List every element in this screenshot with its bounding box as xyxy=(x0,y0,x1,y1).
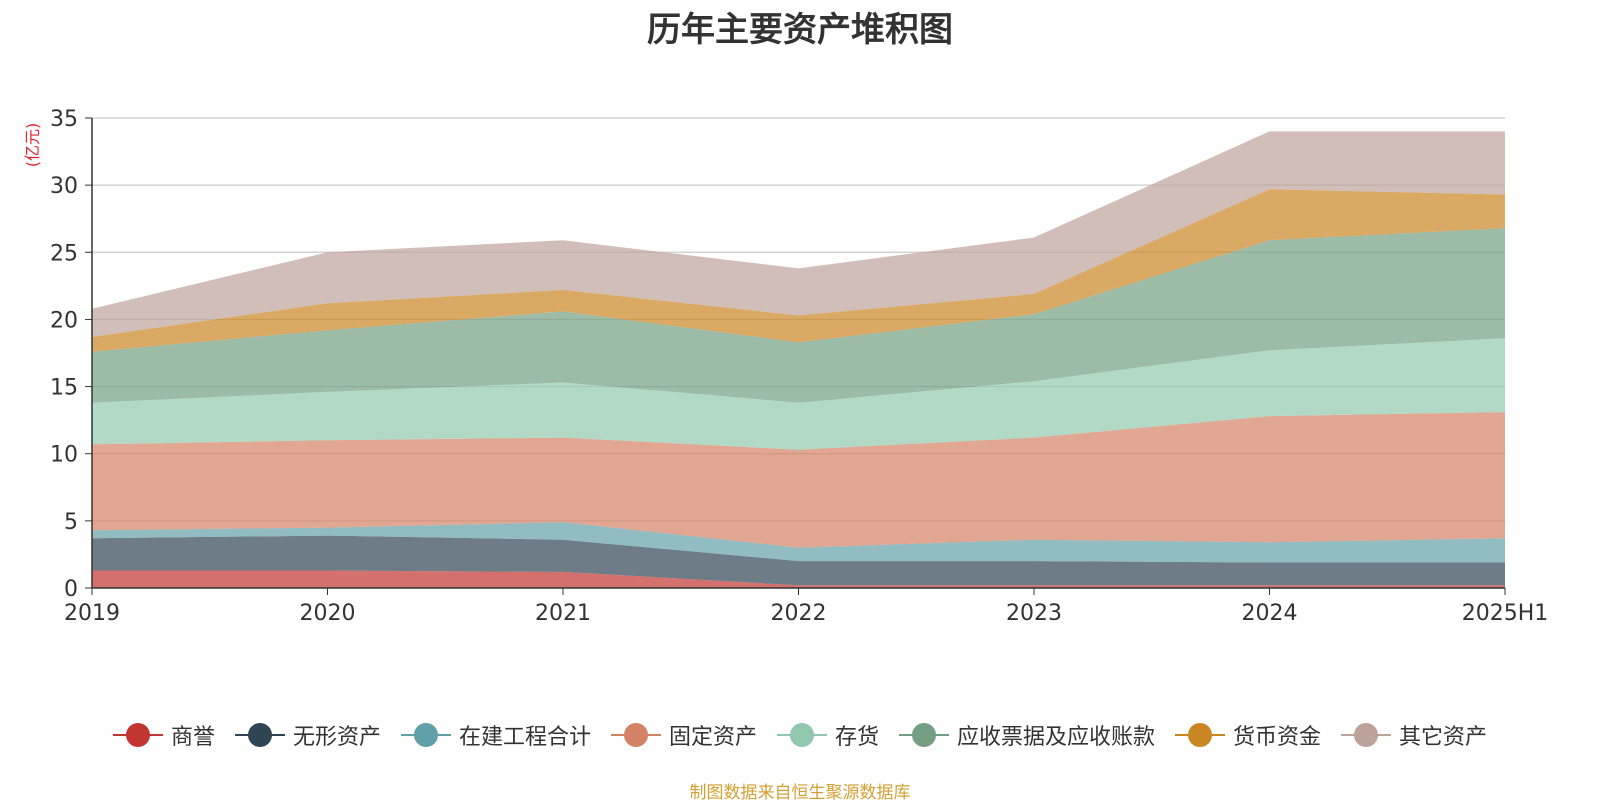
legend-label: 存货 xyxy=(835,725,880,750)
legend-label: 应收票据及应收账款 xyxy=(957,725,1156,750)
legend-label: 固定资产 xyxy=(668,725,757,750)
area-series-应收票据及应收账款 xyxy=(92,228,1505,403)
legend-marker-icon xyxy=(112,721,163,749)
area-series-其它资产 xyxy=(92,131,1505,337)
legend-label: 货币资金 xyxy=(1233,725,1322,750)
y-tick-label: 35 xyxy=(50,107,78,132)
area-series-无形资产 xyxy=(92,535,1505,586)
legend-label: 其它资产 xyxy=(1399,725,1488,750)
legend-marker-icon xyxy=(899,721,950,749)
legend-item[interactable]: 固定资产 xyxy=(610,719,757,751)
area-series xyxy=(92,131,1505,588)
legend-item[interactable]: 货币资金 xyxy=(1175,719,1321,751)
y-tick-label: 10 xyxy=(50,443,78,468)
x-tick-label: 2025H1 xyxy=(1462,601,1549,626)
legend-item[interactable]: 无形资产 xyxy=(234,719,381,751)
y-tick-label: 25 xyxy=(50,241,78,266)
area-series-固定资产 xyxy=(92,412,1505,548)
legend-item[interactable]: 在建工程合计 xyxy=(400,719,591,751)
axes: 0 5 10 15 20 25 30 35 2019 2020 2021 2022 2023 2024 20… xyxy=(50,107,1548,626)
legend-marker-icon xyxy=(610,721,661,749)
legend-label: 无形资产 xyxy=(292,725,381,750)
y-tick-label: 15 xyxy=(50,376,78,401)
legend-item[interactable]: 存货 xyxy=(777,719,879,751)
legend-marker-icon xyxy=(400,721,451,749)
area-series-货币资金 xyxy=(92,189,1505,352)
area-series-商誉 xyxy=(92,570,1505,588)
legend-item[interactable]: 商誉 xyxy=(112,719,215,751)
legend-label: 在建工程合计 xyxy=(458,725,591,750)
chart-title: 历年主要资产堆积图 xyxy=(647,10,953,50)
y-tick-label: 0 xyxy=(64,577,78,602)
x-tick-label: 2023 xyxy=(1006,601,1062,626)
legend-marker-icon xyxy=(1175,721,1226,749)
legend-label: 商誉 xyxy=(170,725,215,750)
x-tick-label: 2021 xyxy=(535,601,591,626)
x-tick-label: 2020 xyxy=(300,601,356,626)
y-tick-label: 30 xyxy=(50,174,78,199)
legend-item[interactable]: 应收票据及应收账款 xyxy=(899,719,1155,751)
source-note: 制图数据来自恒生聚源数据库 xyxy=(689,783,911,803)
legend-marker-icon xyxy=(234,721,285,749)
legend-item[interactable]: 其它资产 xyxy=(1341,719,1487,751)
x-tick-label: 2019 xyxy=(64,601,120,626)
area-series-存货 xyxy=(92,338,1505,450)
legend-marker-icon xyxy=(777,721,827,749)
x-tick-label: 2024 xyxy=(1242,601,1298,626)
y-tick-label: 20 xyxy=(50,308,78,333)
chart-legend: 商誉 无形资产 在建工程合计 固定资产 存货 应收票据及应收账款 货币资金 其它资产 xyxy=(0,718,1600,752)
x-tick-label: 2022 xyxy=(771,601,827,626)
y-axis-unit-label: (亿元) xyxy=(23,123,42,168)
legend-marker-icon xyxy=(1341,721,1392,749)
y-tick-label: 5 xyxy=(64,510,78,535)
area-series-在建工程合计 xyxy=(92,522,1505,563)
